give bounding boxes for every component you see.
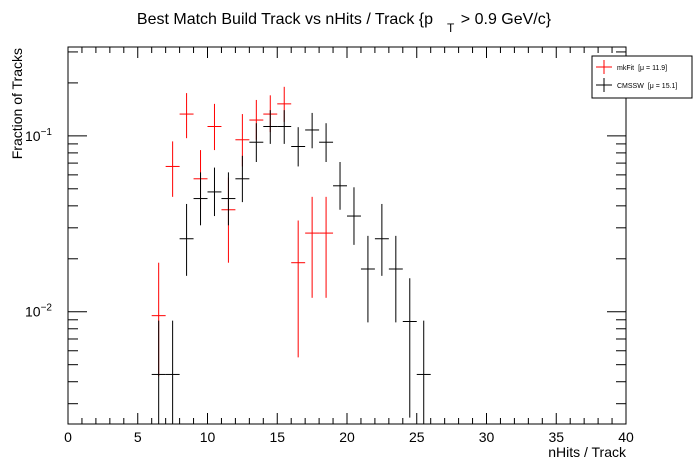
data-point <box>319 123 334 163</box>
x-tick-label: 5 <box>134 429 142 445</box>
data-point <box>291 127 306 167</box>
data-point <box>277 110 292 144</box>
legend-label: CMSSW [μ = 15.1] <box>617 83 677 90</box>
y-axis: 10−1 10−2 <box>25 51 626 405</box>
data-point <box>291 220 306 358</box>
data-point <box>388 235 403 323</box>
y-tick-label: 10−1 <box>25 127 52 144</box>
x-tick-label: 0 <box>64 429 72 445</box>
plot-frame <box>67 46 627 425</box>
legend-entry-cmssw: CMSSW [μ = 15.1] <box>596 78 677 92</box>
series-layer <box>151 86 431 424</box>
data-point <box>416 320 431 424</box>
x-tick-label: 15 <box>269 429 285 445</box>
data-point <box>347 187 361 245</box>
data-point <box>402 278 417 418</box>
x-tick-label: 30 <box>479 429 495 445</box>
data-point <box>333 162 347 210</box>
data-point <box>221 172 236 226</box>
x-tick-label: 35 <box>548 429 564 445</box>
y-axis-label: Fraction of Tracks <box>9 48 25 159</box>
x-tick-label: 10 <box>200 429 216 445</box>
y-tick-label: 10−2 <box>25 303 52 320</box>
data-point <box>374 203 389 276</box>
x-tick-label: 25 <box>409 429 425 445</box>
data-point <box>151 320 166 424</box>
data-point <box>235 155 250 203</box>
x-axis-label: nHits / Track <box>548 444 627 460</box>
data-point <box>165 320 180 424</box>
series-cmssw <box>151 110 431 424</box>
data-point <box>305 196 320 298</box>
data-point <box>207 103 222 151</box>
data-point <box>165 141 180 197</box>
data-point <box>263 110 278 144</box>
legend-label: mkFit [μ = 11.9] <box>617 65 667 72</box>
x-tick-label: 20 <box>339 429 355 445</box>
data-point <box>193 172 208 226</box>
data-point <box>249 123 264 163</box>
data-point <box>179 203 194 276</box>
legend-box <box>591 55 693 99</box>
x-tick-label: 40 <box>618 429 634 445</box>
data-point <box>360 235 375 323</box>
title-main: Best Match Build Track vs nHits / Track … <box>137 11 433 28</box>
data-point <box>305 112 320 149</box>
title-subscript: T <box>447 21 455 35</box>
data-point <box>179 93 194 139</box>
x-axis: 0 5 10 15 20 25 30 35 40 <box>64 47 634 445</box>
chart-title: Best Match Build Track vs nHits / Track … <box>137 11 552 35</box>
data-point <box>207 167 222 217</box>
legend: mkFit [μ = 11.9] CMSSW [μ = 15.1] <box>591 55 693 99</box>
plot-area <box>67 46 627 425</box>
legend-entry-mkfit: mkFit [μ = 11.9] <box>596 60 667 74</box>
data-point <box>319 196 334 298</box>
title-tail: > 0.9 GeV/c} <box>456 11 551 28</box>
